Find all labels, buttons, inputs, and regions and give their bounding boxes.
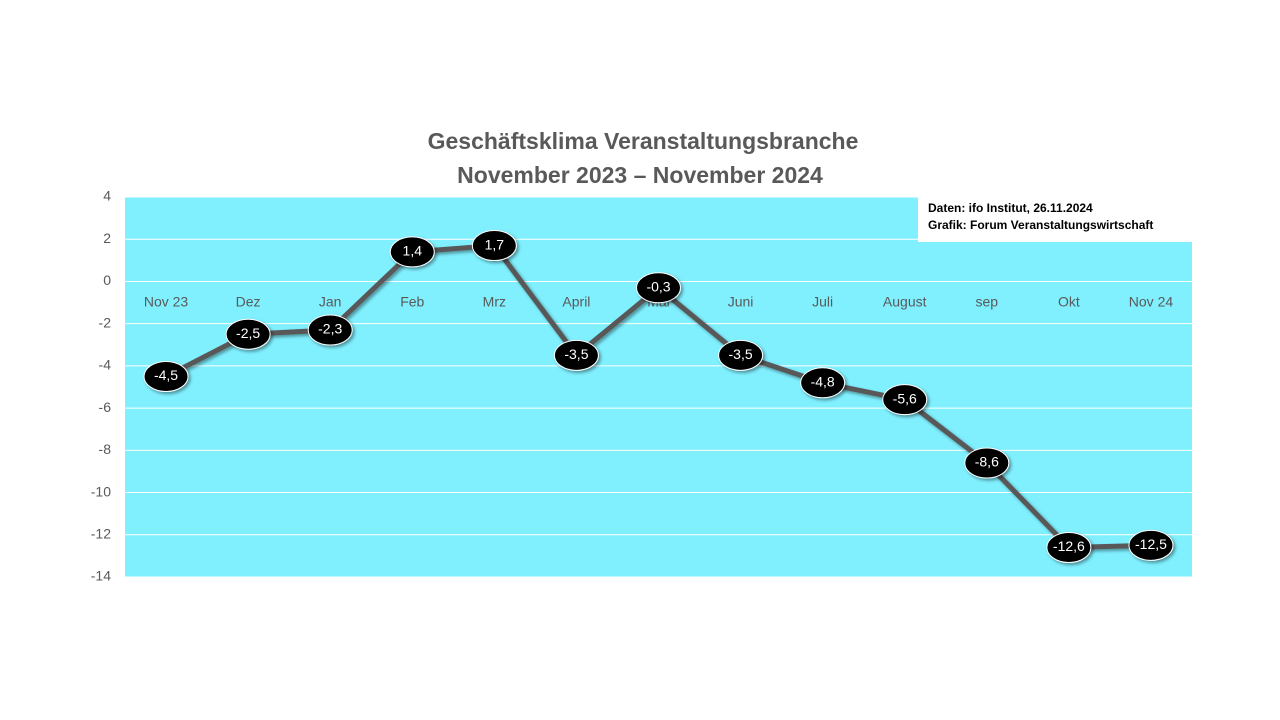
marker — [143, 360, 189, 392]
x-tick-label: Juni — [728, 294, 754, 310]
annotation-box — [918, 197, 1192, 242]
x-tick-label: Jan — [319, 294, 342, 310]
data-label: 1,7 — [485, 236, 505, 252]
chart-title: Geschäftsklima Veranstaltungsbranche — [428, 128, 859, 154]
plot-area — [125, 197, 1192, 577]
x-tick-label: Okt — [1058, 294, 1080, 310]
x-tick-label: Feb — [400, 294, 424, 310]
y-tick-label: -2 — [99, 314, 112, 330]
data-label: 1,4 — [403, 243, 423, 259]
x-tick-label: Nov 23 — [144, 294, 189, 310]
x-tick-label: Nov 24 — [1129, 294, 1174, 310]
marker — [225, 318, 271, 350]
marker — [307, 314, 353, 346]
marker — [882, 384, 928, 416]
y-tick-label: -6 — [99, 399, 112, 415]
data-label: -4,5 — [154, 367, 178, 383]
x-tick-label: Juli — [812, 294, 833, 310]
marker — [964, 447, 1010, 479]
y-tick-label: -14 — [91, 568, 111, 584]
data-label: -2,5 — [236, 325, 260, 341]
annotation: Daten: ifo Institut, 26.11.2024 — [928, 201, 1093, 215]
marker — [1128, 529, 1174, 561]
marker — [636, 272, 681, 304]
y-tick-label: 2 — [103, 230, 111, 246]
data-label: -3,5 — [729, 346, 753, 362]
chart-subtitle: November 2023 – November 2024 — [457, 162, 823, 188]
x-tick-label: Mrz — [483, 294, 506, 310]
data-label: -8,6 — [975, 454, 999, 470]
data-label: -12,6 — [1053, 538, 1085, 554]
y-tick-label: -4 — [99, 357, 112, 373]
marker — [1046, 531, 1092, 563]
data-label: -3,5 — [564, 346, 588, 362]
data-label: -2,3 — [318, 321, 342, 337]
marker — [389, 236, 435, 268]
data-label: -12,5 — [1135, 536, 1167, 552]
marker — [553, 339, 599, 371]
data-label: -4,8 — [811, 373, 835, 389]
x-tick-label: sep — [976, 294, 999, 310]
marker — [800, 367, 846, 399]
annotation: Grafik: Forum Veranstaltungswirtschaft — [928, 218, 1153, 232]
x-tick-label: Dez — [236, 294, 261, 310]
y-tick-label: 4 — [103, 188, 111, 204]
marker — [718, 339, 764, 371]
y-tick-label: 0 — [103, 272, 111, 288]
y-tick-label: -12 — [91, 525, 111, 541]
data-label: -0,3 — [646, 278, 670, 294]
data-label: -5,6 — [893, 390, 917, 406]
y-tick-label: -8 — [99, 441, 112, 457]
marker — [471, 230, 517, 262]
x-tick-label: April — [562, 294, 590, 310]
x-tick-label: August — [883, 294, 927, 310]
y-tick-label: -10 — [91, 483, 111, 499]
